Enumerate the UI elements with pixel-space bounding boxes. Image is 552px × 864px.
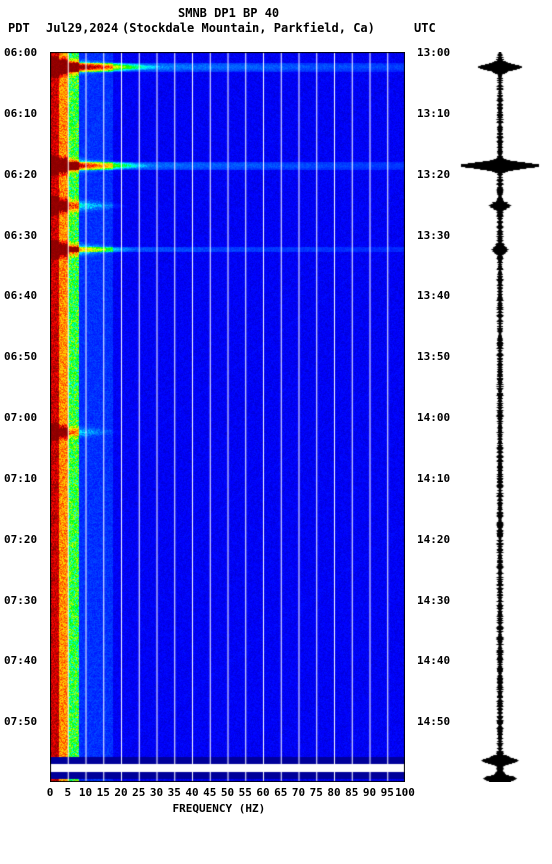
left-time-tick: 07:10: [4, 472, 37, 485]
seismogram-trace: [460, 52, 540, 782]
right-time-tick: 14:30: [417, 594, 450, 607]
right-time-tick: 13:50: [417, 350, 450, 363]
frequency-tick: 50: [221, 786, 234, 799]
left-time-tick: 07:20: [4, 533, 37, 546]
right-timezone: UTC: [414, 21, 436, 35]
frequency-tick: 45: [203, 786, 216, 799]
right-time-tick: 14:40: [417, 654, 450, 667]
left-time-tick: 06:20: [4, 168, 37, 181]
date-label: Jul29,2024: [46, 21, 118, 35]
frequency-tick: 55: [239, 786, 252, 799]
frequency-tick: 5: [64, 786, 71, 799]
right-time-tick: 13:20: [417, 168, 450, 181]
right-time-tick: 13:10: [417, 107, 450, 120]
left-time-tick: 06:10: [4, 107, 37, 120]
frequency-tick: 100: [395, 786, 415, 799]
left-time-tick: 06:00: [4, 46, 37, 59]
right-time-tick: 13:00: [417, 46, 450, 59]
left-time-tick: 07:00: [4, 411, 37, 424]
frequency-tick: 0: [47, 786, 54, 799]
left-timezone: PDT: [8, 21, 30, 35]
frequency-tick: 80: [327, 786, 340, 799]
frequency-tick: 75: [310, 786, 323, 799]
left-time-tick: 07:50: [4, 715, 37, 728]
left-time-tick: 06:50: [4, 350, 37, 363]
left-time-tick: 07:40: [4, 654, 37, 667]
frequency-tick: 10: [79, 786, 92, 799]
frequency-tick: 85: [345, 786, 358, 799]
frequency-tick: 30: [150, 786, 163, 799]
frequency-axis-label: FREQUENCY (HZ): [173, 802, 266, 815]
left-time-tick: 06:40: [4, 289, 37, 302]
frequency-tick: 60: [256, 786, 269, 799]
frequency-tick: 65: [274, 786, 287, 799]
frequency-tick: 90: [363, 786, 376, 799]
right-time-tick: 14:20: [417, 533, 450, 546]
right-time-tick: 13:30: [417, 229, 450, 242]
frequency-tick: 35: [168, 786, 181, 799]
left-time-tick: 06:30: [4, 229, 37, 242]
frequency-tick: 40: [185, 786, 198, 799]
frequency-tick: 20: [114, 786, 127, 799]
frequency-tick: 25: [132, 786, 145, 799]
location-label: (Stockdale Mountain, Parkfield, Ca): [122, 21, 375, 35]
left-time-tick: 07:30: [4, 594, 37, 607]
spectrogram-plot: [50, 52, 405, 782]
station-title: SMNB DP1 BP 40: [178, 6, 279, 20]
frequency-tick: 15: [97, 786, 110, 799]
right-time-tick: 14:00: [417, 411, 450, 424]
right-time-tick: 14:50: [417, 715, 450, 728]
frequency-tick: 70: [292, 786, 305, 799]
right-time-tick: 14:10: [417, 472, 450, 485]
frequency-tick: 95: [381, 786, 394, 799]
right-time-tick: 13:40: [417, 289, 450, 302]
